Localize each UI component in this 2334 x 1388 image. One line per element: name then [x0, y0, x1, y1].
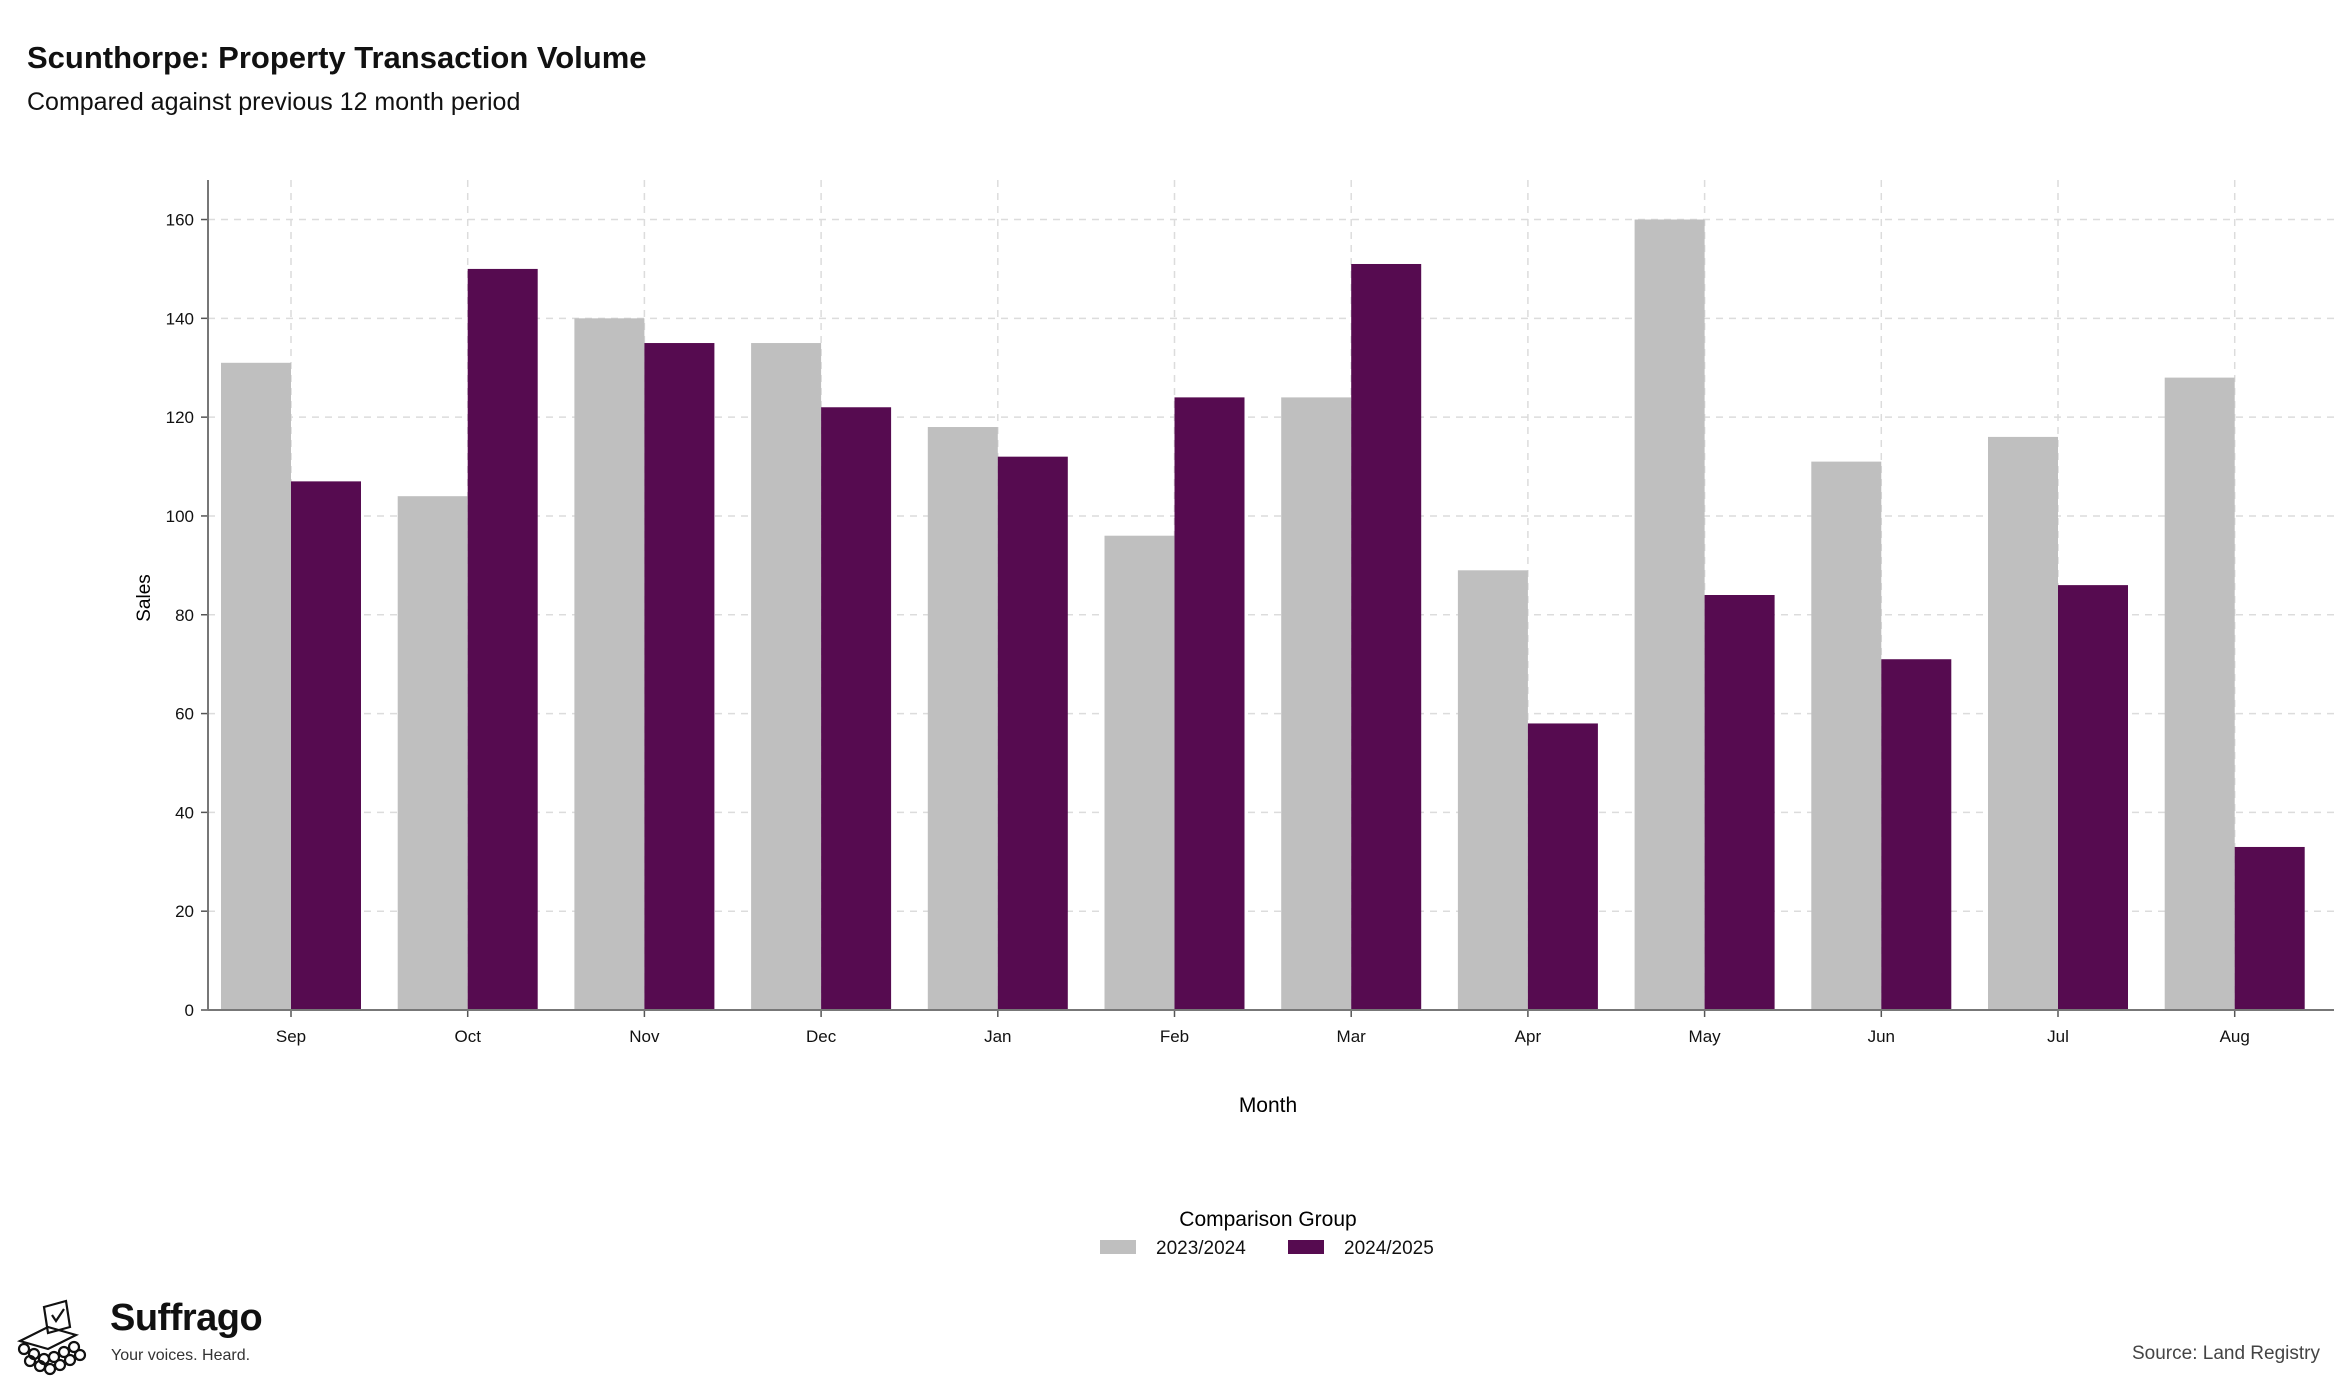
bar-apr-series-1 — [1457, 570, 1528, 1010]
bars — [221, 219, 2305, 1011]
ballot-box-icon — [16, 1299, 87, 1376]
tick-labels: 0 20 40 60 80 100 120 140 160 Sep Oct Nov Dec Jan Feb M… — [166, 211, 2250, 1046]
y-tick-label: 60 — [175, 705, 194, 724]
bar-jul-series-1 — [1988, 436, 2058, 1010]
bar-sep-series-1 — [221, 362, 291, 1010]
bar-jul-series-2 — [2058, 585, 2128, 1010]
legend: Comparison Group 2023/2024 2024/2025 — [1100, 1208, 1434, 1259]
legend-label-2: 2024/2025 — [1344, 1238, 1434, 1259]
y-tick-label: 0 — [185, 1001, 194, 1020]
x-tick-label: Mar — [1337, 1027, 1367, 1046]
x-tick-label: Oct — [454, 1027, 481, 1046]
bar-jan-series-1 — [927, 427, 998, 1010]
x-tick-label: Sep — [276, 1027, 306, 1046]
y-tick-label: 100 — [166, 507, 194, 526]
x-tick-label: Nov — [629, 1027, 660, 1046]
y-tick-label: 40 — [175, 803, 194, 822]
y-tick-label: 120 — [166, 408, 194, 427]
bar-may-series-1 — [1634, 219, 1705, 1010]
bar-oct-series-1 — [397, 496, 468, 1010]
bar-mar-series-2 — [1351, 263, 1422, 1010]
x-tick-label: Jun — [1868, 1027, 1895, 1046]
bar-may-series-2 — [1704, 595, 1775, 1010]
bar-jan-series-2 — [997, 456, 1068, 1011]
x-tick-label: Feb — [1160, 1027, 1189, 1046]
x-tick-label: Aug — [2220, 1027, 2250, 1046]
bar-dec-series-2 — [821, 407, 892, 1010]
x-tick-label: Dec — [806, 1027, 837, 1046]
y-tick-label: 140 — [166, 309, 194, 328]
axes — [201, 180, 2334, 1017]
bar-jun-series-1 — [1811, 461, 1882, 1010]
x-tick-label: Jul — [2047, 1027, 2069, 1046]
bar-dec-series-1 — [751, 343, 822, 1010]
x-tick-label: May — [1689, 1027, 1722, 1046]
y-tick-label: 20 — [175, 902, 194, 921]
bar-aug-series-2 — [2234, 846, 2305, 1010]
bar-jun-series-2 — [1881, 659, 1952, 1010]
x-tick-label: Apr — [1515, 1027, 1542, 1046]
bar-feb-series-1 — [1104, 535, 1175, 1010]
bar-oct-series-2 — [467, 268, 538, 1010]
legend-swatch-1 — [1100, 1240, 1136, 1254]
bar-chart: 0 20 40 60 80 100 120 140 160 Sep Oct Nov Dec Jan Feb M… — [134, 180, 2334, 1259]
legend-swatch-2 — [1288, 1240, 1324, 1254]
bar-aug-series-1 — [2164, 377, 2235, 1011]
bar-feb-series-2 — [1174, 397, 1245, 1010]
y-tick-label: 160 — [166, 211, 194, 230]
brand-name: Suffrago — [110, 1297, 263, 1339]
chart-subtitle: Compared against previous 12 month perio… — [27, 88, 521, 116]
legend-title: Comparison Group — [1179, 1208, 1356, 1231]
bar-mar-series-1 — [1281, 397, 1352, 1010]
bar-sep-series-2 — [291, 481, 361, 1011]
x-axis-label: Month — [1239, 1094, 1297, 1117]
bar-nov-series-1 — [574, 318, 645, 1010]
legend-label-1: 2023/2024 — [1156, 1238, 1246, 1259]
bar-nov-series-2 — [644, 343, 715, 1010]
y-tick-label: 80 — [175, 606, 194, 625]
y-axis-label: Sales — [134, 574, 155, 622]
brand-logo: Suffrago Your voices. Heard. — [14, 1297, 274, 1377]
x-tick-label: Jan — [984, 1027, 1011, 1046]
bar-apr-series-2 — [1527, 723, 1598, 1010]
chart-title: Scunthorpe: Property Transaction Volume — [27, 40, 647, 75]
brand-tagline: Your voices. Heard. — [111, 1347, 251, 1364]
source-note: Source: Land Registry — [2132, 1343, 2320, 1364]
